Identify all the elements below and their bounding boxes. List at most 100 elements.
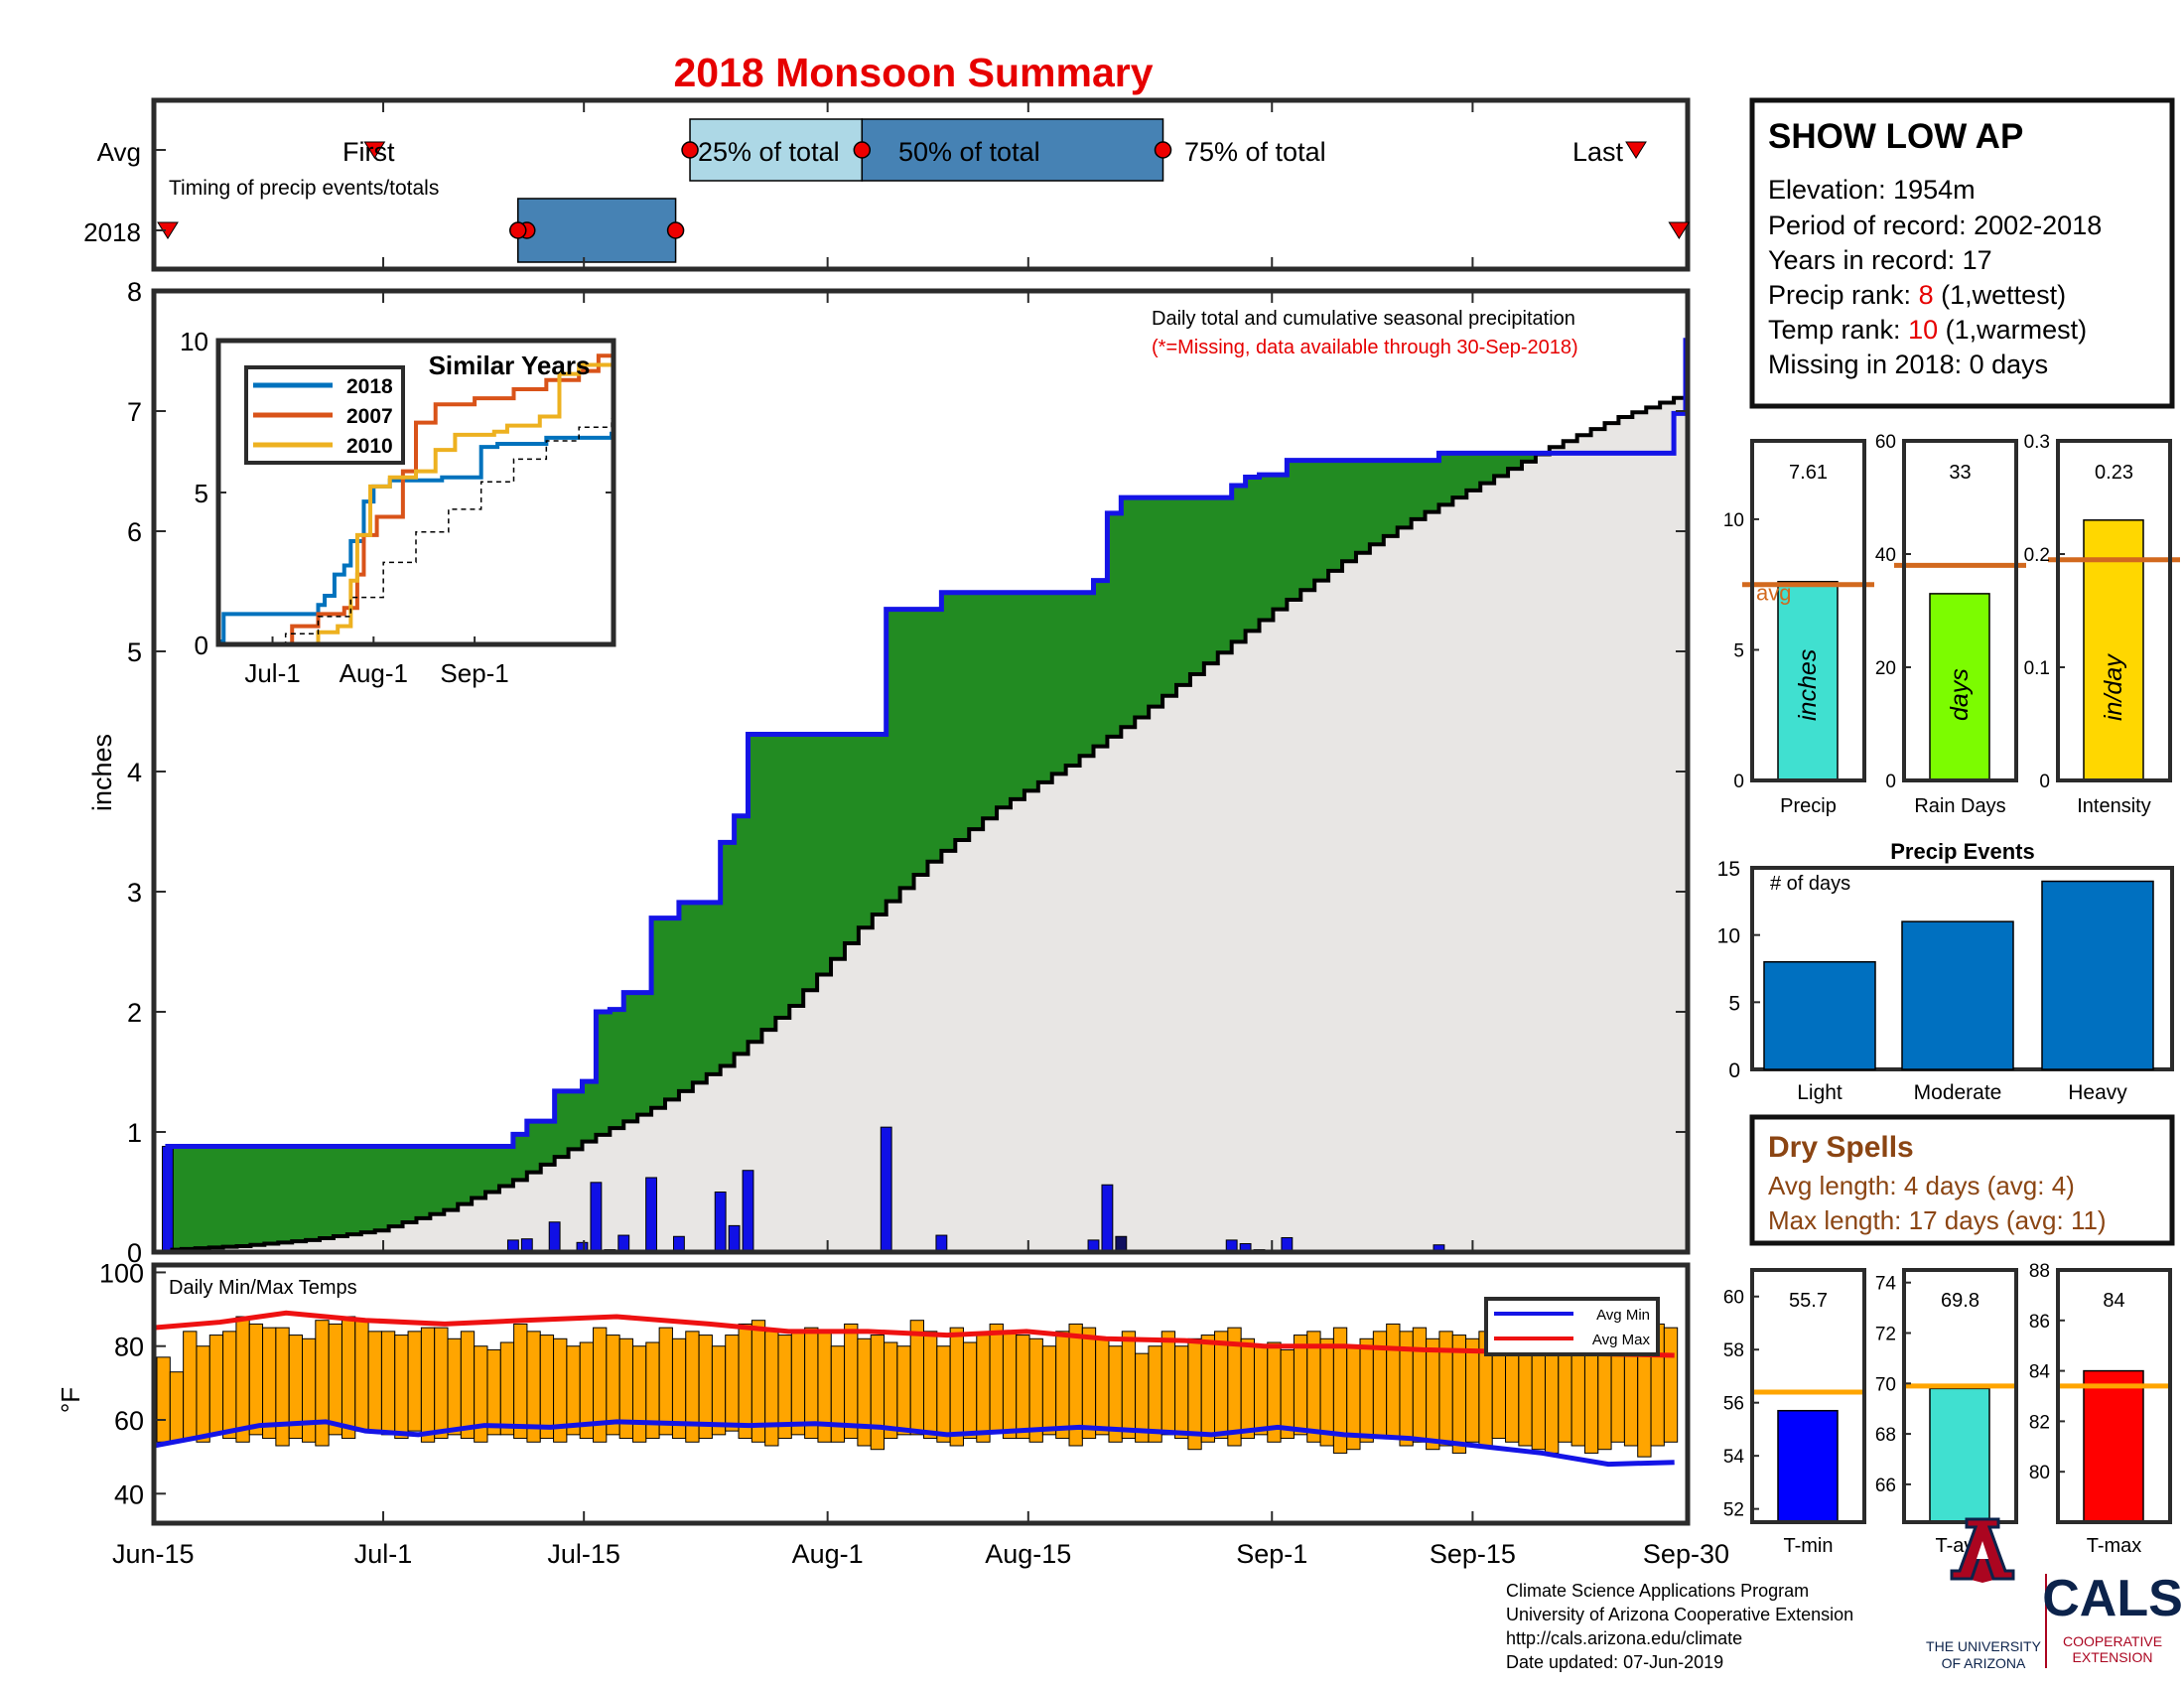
- temp-panel-frame: [1902, 1268, 2018, 1524]
- temp-legend-box: [1484, 1297, 1660, 1356]
- block-a-icon: [1950, 1517, 2015, 1583]
- precip-chart-subtitle: (*=Missing, data available through 30-Se…: [1152, 337, 1578, 358]
- temp-panel-frame: [2056, 1268, 2172, 1524]
- precip-y-axis: 0 1 2 3 4 5 6 7 8: [127, 277, 1688, 1268]
- summary-panel-frame: [1902, 439, 2018, 782]
- cals-sub-line-2: EXTENSION: [2073, 1649, 2153, 1665]
- timing-dot: [1154, 141, 1172, 159]
- summary-y-tick-label: 20: [1875, 658, 1896, 679]
- precip-event-bar: [1763, 960, 1876, 1070]
- daily-temp-bar: [1280, 1348, 1295, 1440]
- daily-temp-bar: [1319, 1337, 1334, 1447]
- date-tick-label: Jul-15: [547, 1539, 620, 1569]
- summary-y-tick-label: 40: [1875, 545, 1896, 566]
- timing-label-last: Last: [1572, 137, 1624, 167]
- daily-temp-bar: [499, 1341, 515, 1436]
- daily-precip-bar: [617, 1234, 630, 1253]
- summary-panel-label: Rain Days: [1914, 795, 2005, 817]
- temp-summary-y-tick-label: 56: [1723, 1394, 1744, 1415]
- daily-temp-bar: [1359, 1337, 1374, 1443]
- daily-temp-bar: [156, 1356, 171, 1443]
- daily-temp-bar: [962, 1341, 978, 1440]
- timing-triangle: [1668, 221, 1691, 239]
- daily-temp-bar: [460, 1331, 476, 1440]
- temp-summary-y-tick-label: 86: [2029, 1312, 2050, 1333]
- station-info-box: SHOW LOW AP Elevation: 1954m Period of r…: [1749, 97, 2175, 409]
- similar-year-line-2010: [220, 362, 612, 646]
- daily-temp-bar: [923, 1331, 938, 1440]
- legend-label-2018: 2018: [346, 375, 393, 398]
- summary-y-tick-label: 5: [1733, 640, 1744, 661]
- precip-y-tick-label: 4: [127, 758, 142, 787]
- summary-panel-frame: [1750, 439, 1866, 782]
- daily-temp-bar: [1081, 1327, 1097, 1440]
- daily-temp-bar: [341, 1316, 356, 1440]
- temp-panel-label: T-min: [1784, 1535, 1834, 1557]
- daily-temp-bar: [1095, 1337, 1110, 1436]
- daily-temp-bar: [1174, 1345, 1189, 1440]
- station-precip-rank: Precip rank: 8 (1,wettest): [1768, 280, 2066, 310]
- events-y-tick-label: 10: [1717, 925, 1740, 948]
- avg-max-line: [153, 1310, 1675, 1358]
- temp-y-tick-label: 100: [99, 1258, 144, 1288]
- temp-value-label: 69.8: [1941, 1290, 1979, 1312]
- timing-triangle: [1625, 141, 1647, 159]
- daily-temp-bar: [1041, 1345, 1057, 1436]
- inset-title: Similar Years: [429, 351, 591, 380]
- summary-panel-label: Intensity: [2077, 795, 2150, 817]
- daily-precip-bar: [645, 1177, 658, 1253]
- university-of-arizona-logo: THE UNIVERSITY OF ARIZONA CALS COOPERATI…: [1926, 1517, 2183, 1671]
- daily-temp-bar: [1016, 1335, 1030, 1440]
- inset-y-tick-label: 5: [195, 479, 208, 508]
- temp-ylabel: °F: [56, 1387, 85, 1413]
- inset-y-tick-label: 0: [195, 631, 208, 660]
- cumulative-2018-line: [156, 338, 1689, 1255]
- timing-label-75: 75% of total: [1184, 137, 1326, 167]
- daily-temp-bar: [183, 1331, 198, 1440]
- daily-precip-bar: [880, 1126, 892, 1253]
- daily-temp-bar: [764, 1331, 779, 1447]
- timing-dot: [509, 221, 527, 239]
- daily-temp-bar: [1426, 1337, 1440, 1451]
- daily-temp-bar: [1148, 1345, 1162, 1443]
- station-missing: Missing in 2018: 0 days: [1768, 350, 2048, 379]
- daily-temp-bar: [248, 1323, 264, 1436]
- temp-summary-y-tick-label: 54: [1723, 1447, 1745, 1468]
- daily-temp-bar: [936, 1345, 951, 1443]
- cals-sub-line-1: COOPERATIVE: [2063, 1633, 2162, 1649]
- daily-temp-bar: [711, 1345, 727, 1436]
- events-y-tick-label: 0: [1728, 1059, 1740, 1082]
- summary-value-label: 7.61: [1789, 462, 1828, 484]
- temp-summary-y-tick-label: 88: [2029, 1261, 2050, 1282]
- daily-precip-bar: [548, 1221, 561, 1253]
- daily-temp-bar: [407, 1331, 422, 1432]
- timing-row-label-avg: Avg: [97, 137, 141, 167]
- daily-precip-bar: [935, 1234, 948, 1253]
- daily-temp-bar: [1412, 1327, 1428, 1443]
- daily-temp-bar: [896, 1345, 911, 1436]
- daily-temp-bar: [1465, 1337, 1480, 1443]
- daily-precip-bar: [714, 1192, 727, 1253]
- temp-summary-y-tick-label: 82: [2029, 1412, 2050, 1433]
- temp-panel-frame: [1750, 1268, 1866, 1524]
- temp-summary-y-tick-label: 74: [1875, 1274, 1897, 1295]
- daily-temp-bar: [275, 1327, 290, 1447]
- summary-panel-label: Precip: [1780, 795, 1837, 817]
- temp-y-tick-label: 80: [114, 1333, 144, 1362]
- summary-y-tick-label: 0: [2039, 772, 2050, 792]
- temp-rank-value: 10: [1908, 315, 1938, 345]
- daily-temp-bar: [658, 1327, 673, 1436]
- daily-temp-bar: [870, 1335, 886, 1451]
- precip-rank-prefix: Precip rank:: [1768, 280, 1919, 310]
- temp-summary-bar: [1777, 1409, 1839, 1523]
- summary-y-tick-label: 0: [1885, 772, 1896, 792]
- events-y-tick-label: 5: [1728, 992, 1740, 1015]
- precip-y-tick-label: 1: [127, 1118, 142, 1148]
- inset-legend: 2018 2007 2010: [244, 365, 405, 465]
- dry-spells-max: Max length: 17 days (avg: 11): [1768, 1205, 2107, 1235]
- temp-summary-y-tick-label: 84: [2029, 1362, 2051, 1383]
- daily-temp-bar: [169, 1371, 185, 1443]
- summary-avg-label: avg: [1756, 581, 1791, 606]
